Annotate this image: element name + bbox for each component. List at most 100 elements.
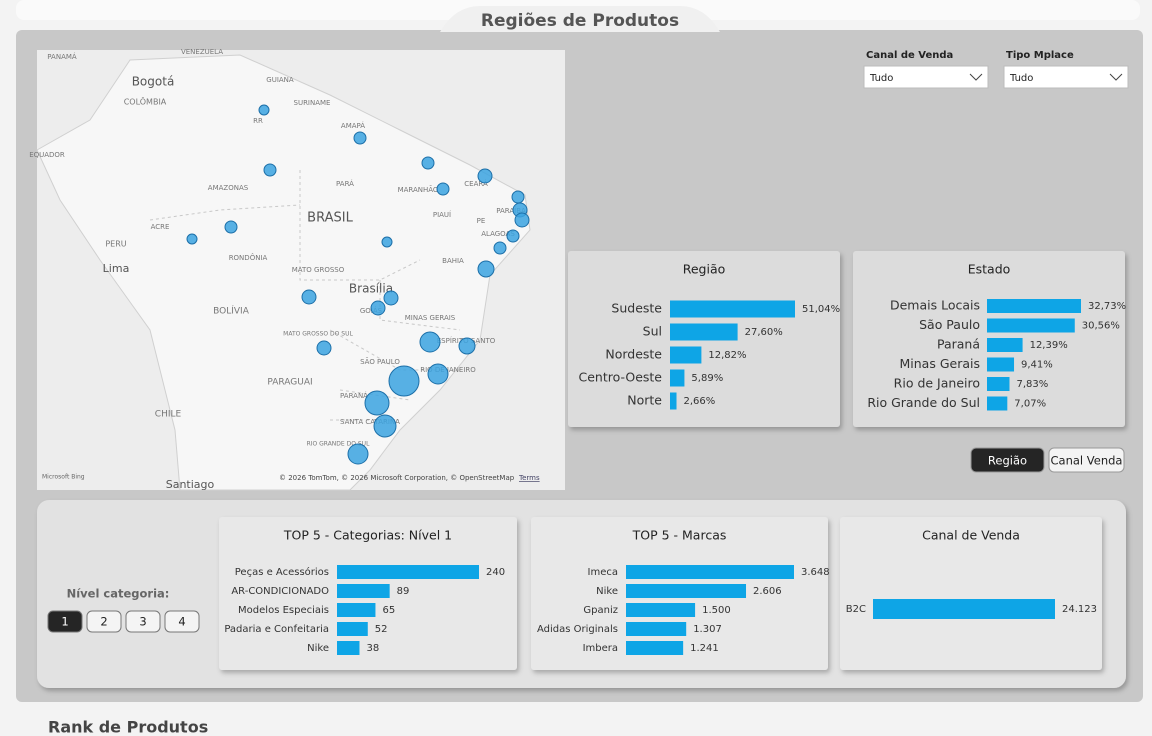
level-button[interactable] — [47, 610, 83, 633]
map-bubble[interactable] — [427, 363, 449, 385]
bar[interactable] — [337, 622, 368, 636]
bar[interactable] — [626, 565, 794, 579]
map-terms[interactable]: Terms — [518, 474, 540, 482]
category-label: Centro-Oeste — [579, 370, 663, 385]
map-label: Santiago — [166, 478, 215, 491]
level-button[interactable] — [164, 610, 200, 633]
bar[interactable] — [987, 357, 1015, 372]
map-label: BRASIL — [307, 211, 353, 226]
map-bubble[interactable] — [224, 220, 238, 234]
level-button[interactable] — [86, 610, 122, 633]
value-label: 1.307 — [693, 624, 722, 635]
bar[interactable] — [337, 603, 376, 617]
category-label: Paraná — [937, 337, 980, 352]
map-label: BAHIA — [442, 257, 464, 265]
bar[interactable] — [670, 369, 685, 387]
filters: Canal de Venda Tudo Tipo Mplace Tudo — [863, 50, 1129, 89]
dropdown[interactable] — [1003, 65, 1129, 89]
bar[interactable] — [626, 641, 684, 655]
category-label: Norte — [627, 393, 662, 408]
map-bubble[interactable] — [514, 212, 530, 228]
toggle-button[interactable] — [970, 447, 1045, 473]
map-bubble[interactable] — [381, 236, 393, 248]
bar[interactable] — [670, 300, 795, 318]
value-label: 1.500 — [702, 605, 731, 616]
bar[interactable] — [337, 584, 390, 598]
map-bubble[interactable] — [421, 156, 435, 170]
bar[interactable] — [873, 599, 1055, 619]
map-bubble[interactable] — [353, 131, 367, 145]
value-label: 2.606 — [753, 586, 782, 597]
map-bubble[interactable] — [511, 190, 525, 204]
map-bubble[interactable] — [364, 390, 390, 416]
map-bubble[interactable] — [477, 168, 493, 184]
chart-title: Estado — [968, 262, 1011, 277]
category-label: Imeca — [588, 567, 618, 578]
map-label: RIO GRANDE DO SUL — [307, 441, 371, 448]
map-bubble[interactable] — [347, 443, 369, 465]
bar[interactable] — [987, 396, 1008, 411]
value-label: 51,04% — [802, 304, 840, 315]
filter-label: Tipo Mplace — [1006, 50, 1074, 61]
map-bubble[interactable] — [258, 104, 270, 116]
map-bubble[interactable] — [373, 414, 397, 438]
bar[interactable] — [987, 299, 1081, 313]
map-label: RONDÔNIA — [229, 253, 268, 262]
bar[interactable] — [626, 622, 687, 636]
dropdown-value: Tudo — [1009, 73, 1033, 84]
value-label: 32,73% — [1088, 301, 1126, 312]
toggle-group: Região Canal Venda — [970, 447, 1125, 473]
bar[interactable] — [987, 318, 1075, 333]
map-bubble[interactable] — [477, 260, 495, 278]
value-label: 30,56% — [1082, 321, 1120, 332]
bar[interactable] — [337, 641, 360, 655]
bar[interactable] — [626, 584, 747, 598]
bar[interactable] — [670, 392, 677, 410]
level-button-label: 1 — [61, 615, 68, 629]
value-label: 12,82% — [708, 350, 746, 361]
map-label: RR — [253, 117, 263, 125]
map-label: MATO GROSSO — [292, 266, 345, 274]
map-bubble[interactable] — [436, 182, 450, 196]
bar[interactable] — [987, 338, 1023, 352]
map-bubble[interactable] — [301, 289, 317, 305]
dropdown[interactable] — [863, 65, 989, 89]
map-bubble[interactable] — [506, 229, 520, 243]
bar[interactable] — [626, 603, 696, 617]
level-button[interactable] — [125, 610, 161, 633]
bar[interactable] — [670, 323, 738, 341]
map-label: ALAGOAS — [481, 230, 515, 238]
map-bubble[interactable] — [493, 241, 507, 255]
bar[interactable] — [670, 346, 702, 364]
map-label: CHILE — [155, 410, 182, 420]
map-bubble[interactable] — [383, 290, 399, 306]
map-bubble[interactable] — [458, 337, 476, 355]
map-label: PERU — [105, 240, 126, 249]
map-label: SÃO PAULO — [360, 357, 400, 366]
map-bubble[interactable] — [370, 300, 386, 316]
dropdown-chevron — [969, 73, 983, 81]
level-button-label: 3 — [139, 615, 146, 629]
map-label: EQUADOR — [29, 151, 65, 159]
map-brand: Microsoft Bing — [42, 474, 85, 481]
dropdown-chevron — [1109, 73, 1123, 81]
category-label: Adidas Originals — [537, 624, 618, 635]
value-label: 5,89% — [691, 373, 723, 384]
map-label: VENEZUELA — [181, 48, 223, 56]
map-label: AMAZONAS — [208, 184, 249, 192]
map-bubble[interactable] — [388, 365, 420, 397]
value-label: 7,07% — [1014, 399, 1046, 410]
card — [840, 517, 1102, 670]
toggle-button[interactable] — [1048, 447, 1125, 473]
map-bubble[interactable] — [186, 233, 198, 245]
value-label: 240 — [486, 567, 505, 578]
map-bubble[interactable] — [316, 340, 332, 356]
bar[interactable] — [987, 377, 1010, 391]
bar[interactable] — [337, 565, 479, 579]
map-bubble[interactable] — [263, 163, 277, 177]
map-label: PARANÁ — [340, 391, 368, 400]
footer-title: Rank de Produtos — [48, 718, 208, 736]
chart-title: Canal de Venda — [922, 528, 1020, 543]
map-bubble[interactable] — [419, 331, 441, 353]
